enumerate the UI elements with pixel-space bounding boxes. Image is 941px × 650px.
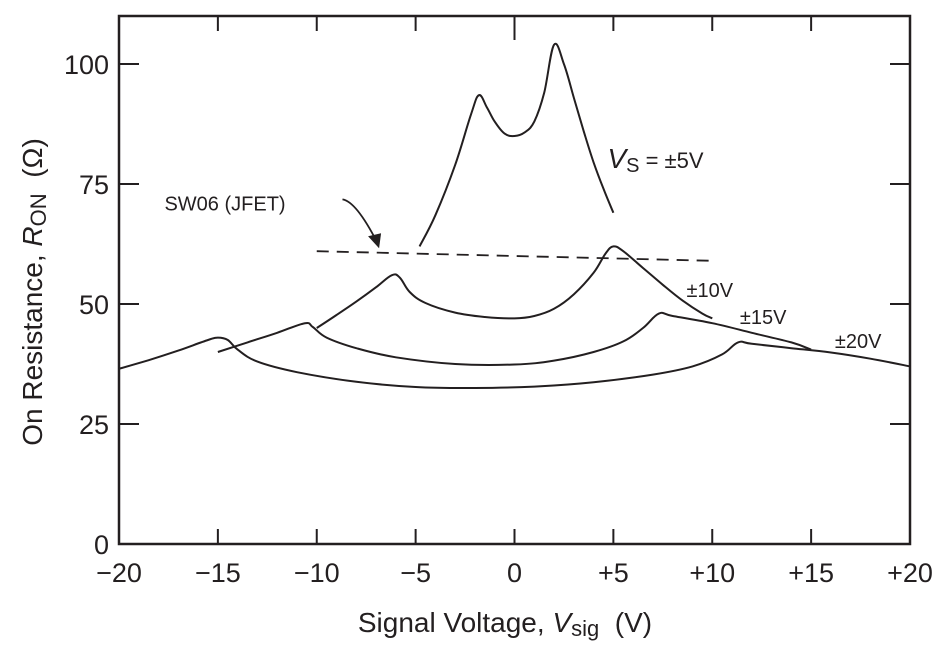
curves xyxy=(118,42,911,390)
y-axis-title: On Resistance, RON (Ω) xyxy=(17,138,51,446)
plot-frame xyxy=(117,14,912,546)
ticks xyxy=(119,16,910,544)
x-tick-label: +5 xyxy=(598,558,629,588)
x-tick-label: −10 xyxy=(294,558,340,588)
annotation-vs-5v: VS = ±5V xyxy=(607,143,703,177)
y-tick-label: 50 xyxy=(79,290,109,320)
y-tick-labels: 0 25 50 75 100 xyxy=(64,50,109,560)
annotation-sw06-jfet: SW06 (JFET) xyxy=(164,193,285,215)
y-tick-label: 75 xyxy=(79,170,109,200)
plot-area xyxy=(117,14,912,546)
x-tick-label: 0 xyxy=(507,558,522,588)
x-axis-title: Signal Voltage, Vsig (V) xyxy=(358,607,652,641)
x-tick-label: +10 xyxy=(689,558,735,588)
arrowhead-icon xyxy=(368,233,382,249)
x-tick-label: +20 xyxy=(887,558,933,588)
annotations: SW06 (JFET) ±10V ±15V ±20V VS = ±5V xyxy=(164,143,882,353)
x-tick-label: −5 xyxy=(400,558,431,588)
x-tick-label: −20 xyxy=(96,558,142,588)
y-tick-label: 100 xyxy=(64,50,109,80)
series-line-vs-5v xyxy=(418,42,615,247)
series-line-sw06-jfet xyxy=(316,250,713,262)
annotation-15v: ±15V xyxy=(740,307,787,329)
annotation-10v: ±10V xyxy=(687,280,734,302)
series-line-10v xyxy=(316,245,713,329)
series-line-15v xyxy=(217,311,812,366)
x-tick-label: +15 xyxy=(788,558,834,588)
series-line-20v xyxy=(118,336,911,390)
y-tick-label: 25 xyxy=(79,410,109,440)
y-tick-label: 0 xyxy=(94,530,109,560)
x-tick-labels: −20 −15 −10 −5 0 +5 +10 +15 +20 xyxy=(96,558,933,588)
x-tick-label: −15 xyxy=(195,558,241,588)
annotation-20v: ±20V xyxy=(835,331,882,353)
